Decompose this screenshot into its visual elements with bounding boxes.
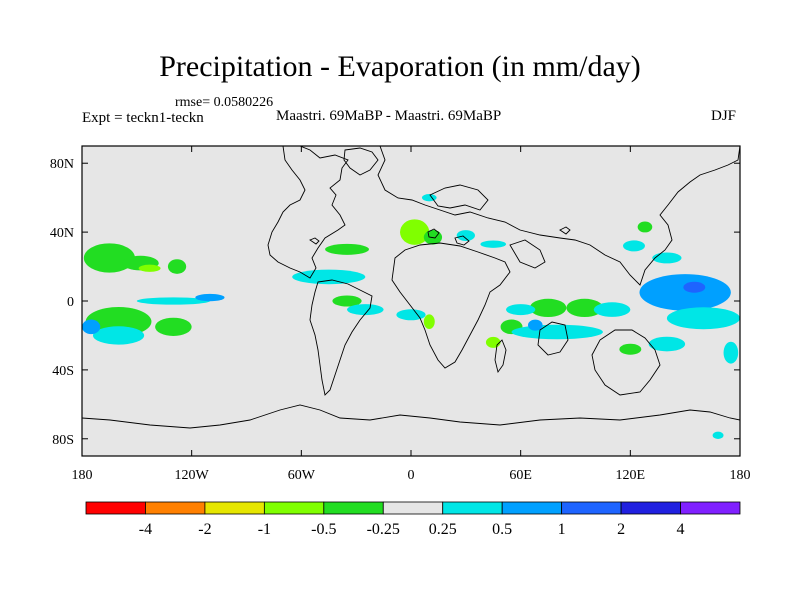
- anomaly-tropical-atlantic-green: [332, 295, 362, 307]
- lon-label: 180: [730, 468, 751, 483]
- colorbar: [85, 501, 741, 515]
- season-label: DJF: [711, 108, 737, 124]
- anomaly-central-africa-green: [423, 314, 435, 329]
- anomaly-west-pacific-cyan-2: [652, 252, 682, 264]
- coastline-india: [537, 321, 569, 356]
- colorbar-swatch: [204, 501, 265, 515]
- anomaly-indian-ocean-blue: [527, 319, 543, 331]
- colorbar-label: -4: [139, 521, 152, 538]
- colorbar-swatch: [501, 501, 563, 515]
- anomaly-west-pacific-dark: [683, 281, 706, 293]
- anomaly-west-pacific-cyan: [623, 240, 645, 252]
- coastline-island: [454, 235, 470, 246]
- longitude-labels: 180 120W 60W 0 60E 120E 180: [72, 468, 751, 483]
- lon-label: 120W: [175, 468, 210, 483]
- anomaly-south-pacific-blue: [82, 319, 101, 335]
- anomaly-indian-ocean-green-2: [566, 298, 603, 318]
- anomaly-north-pacific-west: [83, 243, 136, 273]
- coastline-greenland: [343, 147, 379, 176]
- coastline-island: [427, 228, 440, 239]
- anomaly-central-pacific-green: [167, 259, 187, 274]
- colorbar-label: 2: [617, 521, 625, 538]
- coastline-antarctica: [82, 404, 740, 429]
- colorbar-swatch: [323, 501, 384, 515]
- colorbar-swatch: [263, 501, 325, 515]
- coastline-south-america: [309, 279, 373, 396]
- lat-label: 80N: [50, 157, 74, 172]
- anomaly-antarctic-cyan: [712, 431, 724, 439]
- experiment-label: Expt = teckn1-teckn: [82, 110, 204, 126]
- anomaly-west-pacific-blue: [639, 274, 731, 311]
- anomaly-west-pacific-cyan-3: [666, 307, 740, 330]
- colorbar-label: 0.25: [429, 521, 457, 538]
- anomaly-itcz-pacific-cyan: [136, 297, 210, 305]
- colorbar-swatch: [145, 501, 206, 515]
- anomaly-south-pacific-tail: [155, 317, 192, 336]
- colorbar-label: 0.5: [492, 521, 512, 538]
- coastline-arabia: [509, 239, 546, 269]
- anomaly-south-atlantic-cyan: [396, 309, 426, 321]
- anomaly-tethys-cyan: [456, 230, 475, 242]
- anomaly-east-asia-green: [637, 221, 653, 233]
- colorbar-label: -0.5: [311, 521, 336, 538]
- lon-label: 60W: [288, 468, 316, 483]
- anomaly-asia-cyan: [480, 240, 507, 248]
- lon-label: 0: [408, 468, 415, 483]
- colorbar-label: -0.25: [367, 521, 400, 538]
- colorbar-labels: -4 -2 -1 -0.5 -0.25 0.25 0.5 1 2 4: [139, 521, 685, 538]
- anomaly-india-green: [485, 336, 501, 348]
- anomaly-europe-green: [400, 219, 430, 245]
- colorbar-swatch: [382, 501, 444, 515]
- colorbar-label: -1: [258, 521, 271, 538]
- coastline-tethys: [429, 184, 489, 211]
- coastline-madagascar: [494, 339, 507, 374]
- anomaly-indian-ocean-cyan-3: [511, 324, 603, 340]
- colorbar-swatch: [85, 501, 146, 515]
- lon-label: 120E: [616, 468, 646, 483]
- lat-label: 80S: [52, 433, 74, 448]
- coastline-north-america: [267, 146, 349, 279]
- coastline-layer: [82, 146, 740, 429]
- coastline-island: [309, 237, 320, 245]
- lat-label: 40N: [50, 226, 74, 241]
- colorbar-swatch: [680, 501, 741, 515]
- anomaly-north-asia-cyan: [421, 194, 437, 202]
- anomaly-south-indian-green: [619, 343, 642, 355]
- colorbar-label: 4: [677, 521, 685, 538]
- anomaly-southern-ocean-cyan: [723, 341, 739, 364]
- anomaly-indian-ocean-green-1: [529, 298, 567, 318]
- lat-label: 0: [67, 295, 74, 310]
- colorbar-label: 1: [558, 521, 566, 538]
- lon-label: 60E: [509, 468, 532, 483]
- colorbar-swatch: [442, 501, 503, 515]
- anomaly-itcz-pacific-blue: [195, 293, 225, 302]
- lon-label: 180: [72, 468, 93, 483]
- latitude-labels: 80N 40N 0 40S 80S: [50, 157, 74, 448]
- lat-label: 40S: [52, 364, 74, 379]
- anomaly-indian-ocean-cyan: [506, 304, 536, 316]
- plot-title: Precipitation - Evaporation (in mm/day): [159, 50, 641, 83]
- anomaly-south-america-cyan: [347, 304, 384, 316]
- coastline-island: [559, 226, 571, 235]
- anomaly-north-pacific-east: [138, 264, 161, 272]
- axis-ticks: [81, 146, 741, 456]
- colorbar-swatch: [620, 501, 681, 515]
- coastline-africa: [391, 242, 511, 369]
- colorbar-label: -2: [198, 521, 211, 538]
- anomaly-north-atlantic-green: [325, 243, 369, 255]
- anomaly-west-pacific-cyan-4: [648, 336, 686, 352]
- anomaly-south-pacific-cyan: [92, 326, 145, 345]
- anomaly-tropical-atlantic-cyan: [292, 269, 366, 285]
- anomaly-indian-ocean-cyan-2: [593, 302, 631, 317]
- coastline-australia: [591, 329, 661, 396]
- coastline-eurasia: [377, 146, 740, 286]
- rmse-label: rmse= 0.0580226: [175, 95, 274, 110]
- comparison-label: Maastri. 69MaBP - Maastri. 69MaBP: [276, 108, 502, 124]
- colorbar-swatch: [561, 501, 622, 515]
